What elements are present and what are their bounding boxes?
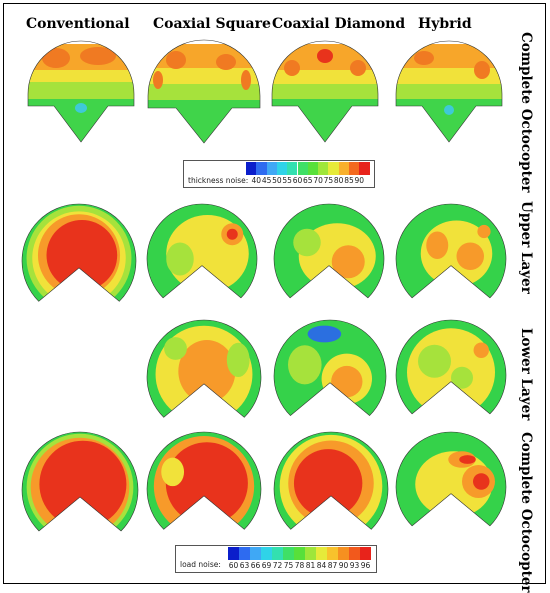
- row-title-lower-layer: Lower Layer: [518, 328, 534, 421]
- half-dome-coaxial-square: [147, 39, 261, 144]
- load-legend-label: load noise:: [180, 560, 221, 569]
- thickness-legend-swatch: [256, 162, 267, 175]
- load-legend-swatch: [250, 547, 261, 560]
- upper-layer-hybrid: [395, 203, 507, 299]
- column-title-hybrid: Hybrid: [418, 16, 472, 32]
- load-legend-swatch: [239, 547, 250, 560]
- upper-layer-conventional: [21, 203, 137, 302]
- load-legend-swatch: [327, 547, 338, 560]
- thickness-legend-tick-label: 75: [323, 176, 334, 185]
- half-dome-hybrid: [395, 40, 503, 143]
- row-title-complete-octocopter-thickness: Complete Octocopter: [518, 32, 534, 193]
- column-title-coaxial-square: Coaxial Square: [153, 16, 271, 32]
- thickness-legend-swatch: [359, 162, 370, 175]
- column-title-coaxial-diamond: Coaxial Diamond: [272, 16, 406, 32]
- thickness-legend-swatch: [246, 162, 257, 175]
- thickness-legend-swatch: [297, 162, 308, 175]
- thickness-legend-tick-label: 65: [303, 176, 313, 185]
- figure-frame: [3, 3, 546, 584]
- thickness-legend-swatch: [266, 162, 277, 175]
- thickness-legend-tick-label: 45: [261, 176, 272, 185]
- load-legend-swatch: [272, 547, 283, 560]
- load-legend-swatch: [360, 547, 371, 560]
- half-dome-conventional: [27, 40, 135, 143]
- lower-layer-coaxial-square: [146, 319, 262, 418]
- thickness-legend-swatch: [307, 162, 319, 175]
- load-legend-swatch: [349, 547, 360, 560]
- load-complete-coaxial-square: [146, 431, 262, 530]
- load-legend-tick-label: 96: [360, 561, 371, 570]
- lower-layer-hybrid: [395, 319, 507, 415]
- thickness-legend-tick-label: 85: [344, 176, 354, 185]
- thickness-legend-swatch: [287, 162, 298, 175]
- load-legend-tick-label: 93: [349, 561, 360, 570]
- thickness-noise-legend: thickness noise: 40 45 50 55 60 65 70 75 80 85 90: [183, 160, 375, 188]
- thickness-legend-swatch: [318, 162, 329, 175]
- load-complete-conventional: [21, 431, 139, 532]
- load-legend-swatch: [283, 547, 294, 560]
- thickness-legend-tick-label: 80: [333, 176, 344, 185]
- load-legend-swatch: [338, 547, 349, 560]
- thickness-legend-swatch: [276, 162, 288, 175]
- load-noise-legend: load noise: 60 63 66 69 72 75 78 81 84 87 90 93 96: [175, 545, 377, 573]
- load-legend-tick-label: 75: [283, 561, 294, 570]
- row-title-complete-octocopter-load: Complete Octocopter: [518, 432, 534, 593]
- half-dome-coaxial-diamond: [271, 40, 379, 143]
- thickness-legend-tick-label: 55: [282, 176, 292, 185]
- column-title-conventional: Conventional: [26, 16, 130, 32]
- thickness-legend-swatch: [349, 162, 360, 175]
- load-legend-tick-label: 66: [250, 561, 261, 570]
- thickness-legend-tick-label: 60: [292, 176, 303, 185]
- load-legend-tick-label: 81: [305, 561, 316, 570]
- load-legend-swatch: [261, 547, 272, 560]
- load-legend-swatch: [228, 547, 239, 560]
- lower-layer-coaxial-diamond: [273, 319, 387, 417]
- load-legend-tick-label: 90: [338, 561, 349, 570]
- thickness-legend-tick-label: 50: [272, 176, 282, 185]
- thickness-legend-label: thickness noise:: [188, 176, 249, 185]
- thickness-legend-tick-label: 90: [354, 176, 365, 185]
- load-legend-tick-label: 87: [327, 561, 338, 570]
- load-legend-tick-label: 63: [239, 561, 250, 570]
- load-legend-tick-label: 78: [294, 561, 305, 570]
- load-legend-swatch: [316, 547, 327, 560]
- thickness-legend-swatch: [338, 162, 349, 175]
- upper-layer-coaxial-diamond: [273, 203, 385, 299]
- thickness-legend-tick-label: 70: [313, 176, 323, 185]
- load-legend-tick-label: 69: [261, 561, 272, 570]
- load-legend-tick-label: 72: [272, 561, 283, 570]
- load-complete-coaxial-diamond: [273, 431, 389, 530]
- thickness-legend-tick-label: 40: [251, 176, 262, 185]
- upper-layer-coaxial-square: [146, 203, 258, 299]
- load-legend-tick-label: 60: [228, 561, 239, 570]
- load-complete-hybrid: [395, 431, 507, 527]
- row-title-upper-layer: Upper Layer: [518, 201, 534, 294]
- load-legend-tick-label: 84: [316, 561, 327, 570]
- thickness-legend-swatch: [328, 162, 339, 175]
- load-legend-swatch: [305, 547, 316, 560]
- load-legend-swatch: [294, 547, 305, 560]
